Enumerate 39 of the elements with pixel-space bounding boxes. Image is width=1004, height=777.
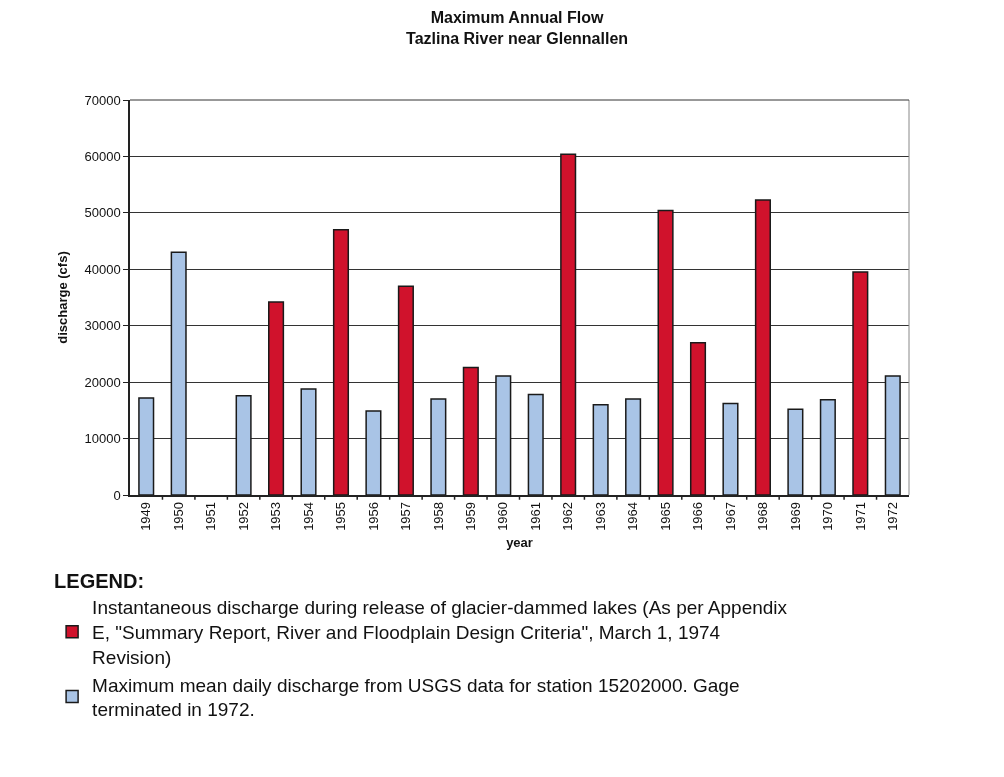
- chart-title: Maximum Annual Flow: [430, 9, 604, 27]
- x-tick-label: 1962: [560, 501, 576, 531]
- x-tick-label: 1959: [463, 501, 479, 531]
- y-tick-label: 70000: [84, 92, 121, 108]
- y-tick-label: 60000: [84, 148, 121, 164]
- legend-label: Maximum mean daily discharge from USGS data for station 15202000. Gage terminated in 1972.: [92, 674, 740, 721]
- x-tick-label: 1960: [495, 501, 511, 531]
- legend-title: LEGEND:: [54, 570, 145, 593]
- x-tick-label: 1953: [268, 501, 284, 531]
- y-tick-label: 20000: [84, 374, 121, 390]
- x-tick-label: 1972: [884, 501, 900, 531]
- x-tick-label: 1961: [527, 501, 543, 531]
- x-tick-label: 1970: [820, 501, 836, 531]
- y-tick-label: 0: [113, 487, 121, 503]
- x-tick-label: 1955: [333, 501, 349, 531]
- y-tick-label: 30000: [84, 318, 121, 334]
- x-tick-label: 1952: [235, 501, 251, 531]
- x-tick-label: 1963: [592, 501, 608, 531]
- x-tick-label: 1950: [170, 501, 186, 531]
- y-tick-label: 40000: [84, 261, 121, 277]
- y-tick-label: 10000: [84, 431, 121, 447]
- chart-subtitle: Tazlina River near Glennallen: [406, 30, 629, 48]
- x-tick-label: 1958: [430, 501, 446, 531]
- x-tick-label: 1954: [300, 501, 316, 531]
- x-tick-label: 1968: [755, 501, 771, 531]
- x-axis-title: year: [506, 534, 533, 550]
- x-tick-label: 1969: [787, 501, 803, 531]
- x-tick-label: 1951: [203, 501, 219, 531]
- x-tick-label: 1966: [690, 501, 706, 531]
- y-axis-title: discharge (cfs): [54, 251, 70, 344]
- x-tick-label: 1967: [722, 501, 738, 531]
- x-tick-label: 1971: [852, 501, 868, 531]
- y-tick-label: 50000: [84, 205, 121, 221]
- x-tick-label: 1964: [625, 501, 641, 531]
- legend-label: Instantaneous discharge during release of glacier-dammed lakes (As per Appendix E, "Summary Report, River and Floodplain Design Criteria", March 1, 1974 Revision): [92, 597, 788, 668]
- x-tick-label: 1957: [398, 501, 414, 531]
- x-tick-label: 1949: [138, 501, 154, 531]
- x-tick-label: 1965: [657, 501, 673, 531]
- x-tick-label: 1956: [365, 501, 381, 531]
